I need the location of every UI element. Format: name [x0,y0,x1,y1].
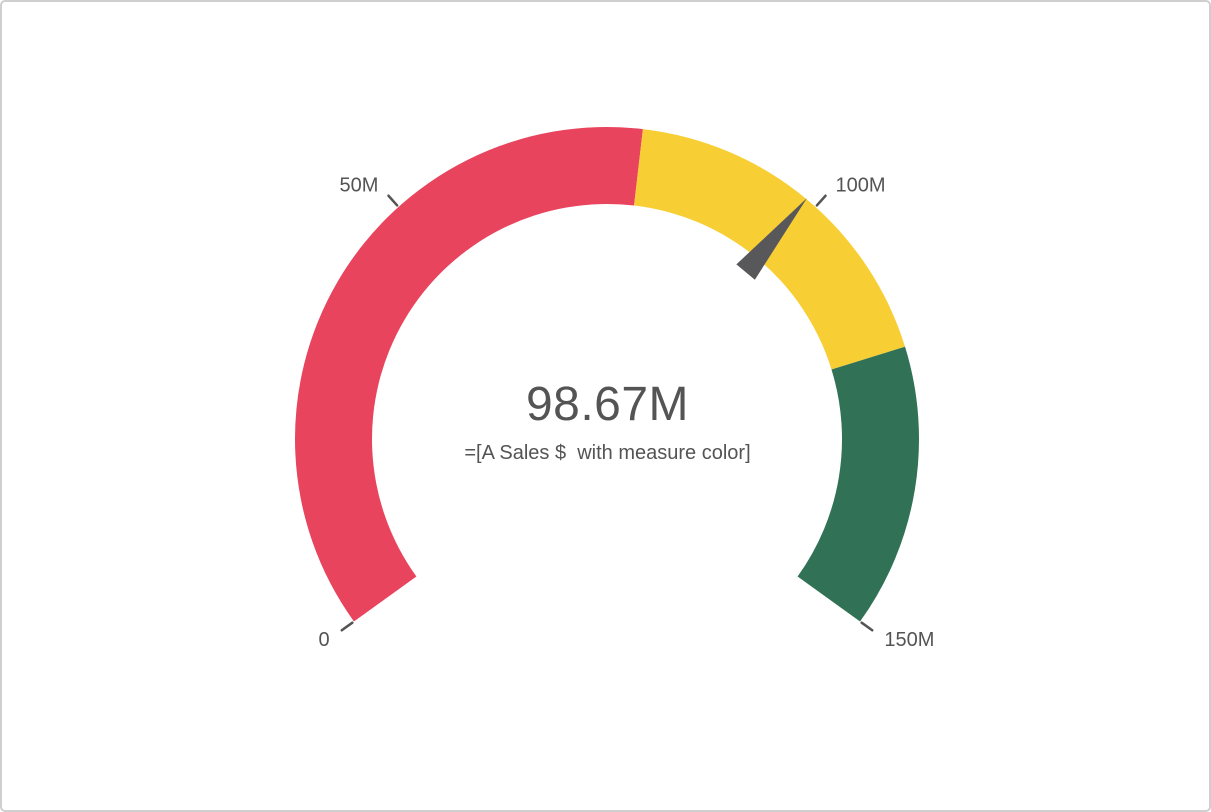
gauge-segment-green [797,346,920,622]
gauge-tick-label: 150M [884,629,934,651]
gauge-needle [736,198,807,280]
gauge-tick-label: 50M [340,175,379,197]
gauge-segment-red [294,126,643,622]
gauge-tick-label: 100M [836,175,886,197]
gauge-tick-mark [815,194,827,207]
gauge-tick-mark [387,194,399,207]
gauge-tick-mark [340,621,354,632]
gauge-tick-mark [860,621,874,632]
gauge-tick-label: 0 [318,629,329,651]
